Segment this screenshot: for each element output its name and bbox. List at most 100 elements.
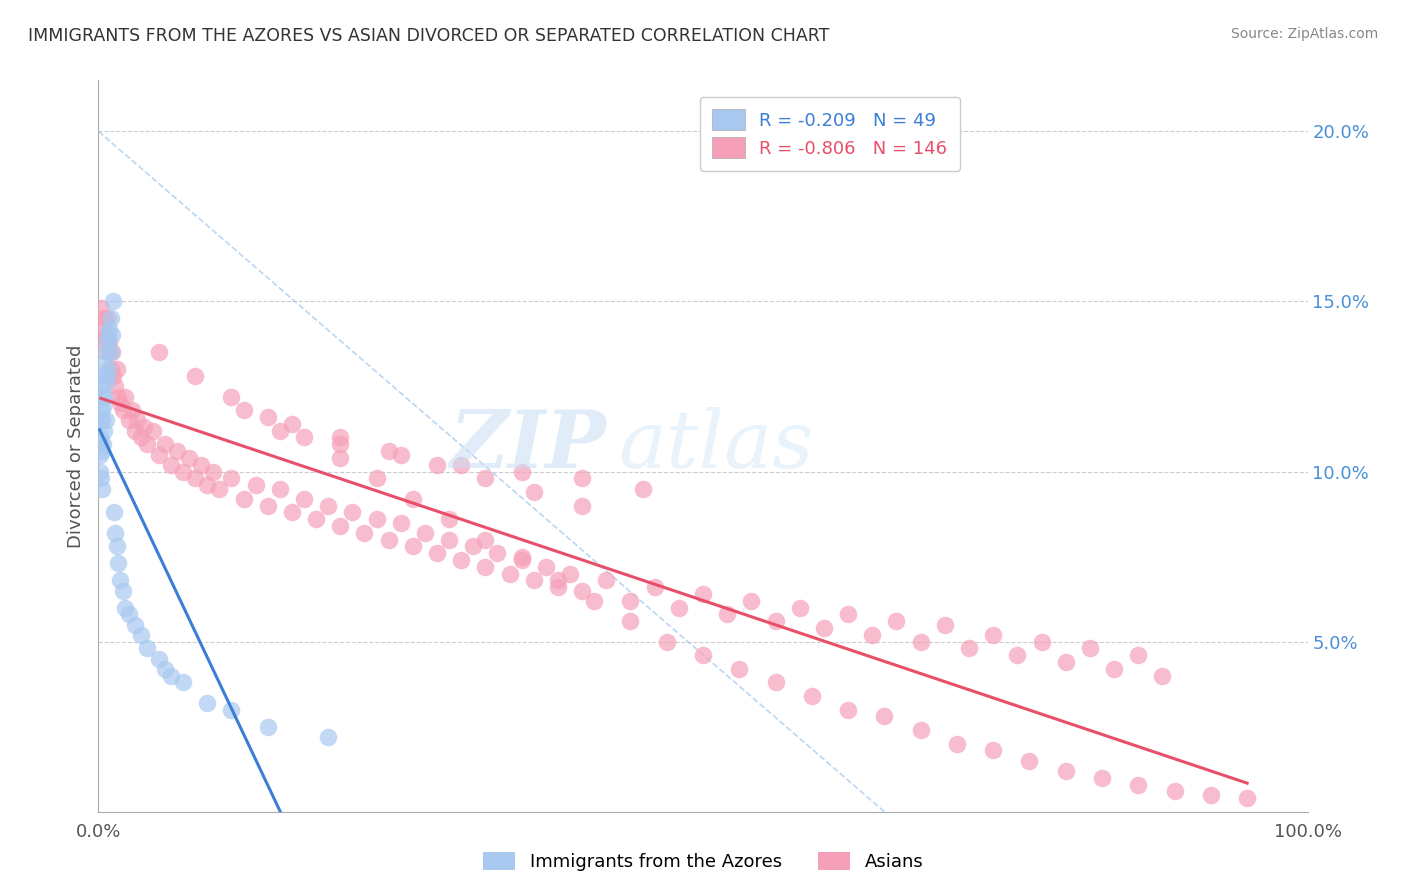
Point (402, 491, 425, 506)
Point (437, 512, 460, 526)
Point (837, 607, 859, 622)
Point (245, 478, 267, 492)
Point (523, 484, 546, 499)
Point (413, 525, 436, 540)
Point (1199, 788, 1222, 802)
Point (221, 390, 243, 404)
Y-axis label: Divorced or Separated: Divorced or Separated (66, 344, 84, 548)
Point (765, 614, 787, 628)
Point (910, 634, 932, 648)
Point (94, 376, 117, 390)
Point (1007, 648, 1029, 663)
Point (97, 362, 120, 376)
Point (957, 641, 980, 656)
Point (118, 607, 141, 622)
Point (90, 301, 112, 316)
Point (946, 737, 969, 751)
Point (232, 403, 254, 417)
Point (1152, 668, 1174, 682)
Point (571, 499, 593, 513)
Point (269, 424, 291, 438)
Point (105, 362, 128, 376)
Point (389, 516, 412, 530)
Point (104, 379, 127, 393)
Point (305, 512, 328, 526)
Point (89, 430, 111, 444)
Point (91, 444, 114, 458)
Point (100, 328, 122, 343)
Point (129, 628, 152, 642)
Point (342, 505, 364, 519)
Point (571, 583, 593, 598)
Point (96, 369, 118, 384)
Point (1054, 764, 1077, 778)
Point (813, 621, 835, 635)
Point (329, 519, 352, 533)
Legend: R = -0.209   N = 49, R = -0.806   N = 146: R = -0.209 N = 49, R = -0.806 N = 146 (700, 96, 960, 171)
Point (124, 617, 146, 632)
Point (1031, 634, 1053, 648)
Point (96, 335, 118, 350)
Point (619, 614, 641, 628)
Point (232, 491, 254, 506)
Point (668, 600, 690, 615)
Point (534, 559, 557, 574)
Point (765, 675, 787, 690)
Point (1018, 754, 1040, 768)
Point (172, 675, 194, 690)
Point (96, 311, 118, 326)
Point (389, 448, 412, 462)
Point (256, 720, 278, 734)
Point (402, 540, 425, 554)
Point (800, 689, 823, 703)
Point (93, 390, 115, 404)
Point (195, 478, 218, 492)
Point (498, 566, 520, 581)
Point (91, 321, 114, 335)
Point (90, 379, 112, 393)
Point (1054, 655, 1077, 669)
Point (90, 403, 112, 417)
Point (184, 369, 207, 384)
Point (547, 574, 569, 588)
Point (329, 437, 352, 451)
Point (98, 335, 121, 350)
Point (789, 600, 811, 615)
Point (329, 430, 352, 444)
Point (619, 594, 641, 608)
Point (353, 525, 375, 540)
Point (160, 458, 183, 472)
Point (934, 617, 956, 632)
Point (631, 482, 654, 496)
Point (134, 420, 156, 434)
Point (91, 335, 114, 350)
Point (97, 328, 120, 343)
Point (160, 668, 183, 682)
Point (366, 471, 388, 485)
Point (1091, 771, 1114, 785)
Point (166, 444, 188, 458)
Point (111, 403, 134, 417)
Point (692, 587, 714, 601)
Point (269, 482, 291, 496)
Point (184, 471, 207, 485)
Text: IMMIGRANTS FROM THE AZORES VS ASIAN DIVORCED OR SEPARATED CORRELATION CHART: IMMIGRANTS FROM THE AZORES VS ASIAN DIVO… (28, 27, 830, 45)
Point (366, 512, 388, 526)
Point (195, 696, 218, 710)
Point (94, 345, 117, 359)
Point (1128, 777, 1150, 791)
Point (93, 356, 115, 370)
Point (94, 413, 117, 427)
Point (377, 444, 399, 458)
Point (886, 614, 908, 628)
Point (256, 499, 278, 513)
Point (121, 403, 143, 417)
Point (474, 559, 496, 574)
Point (910, 723, 932, 737)
Point (655, 634, 678, 648)
Point (281, 417, 304, 431)
Point (103, 505, 125, 519)
Point (474, 533, 496, 547)
Point (329, 450, 352, 465)
Point (873, 709, 896, 723)
